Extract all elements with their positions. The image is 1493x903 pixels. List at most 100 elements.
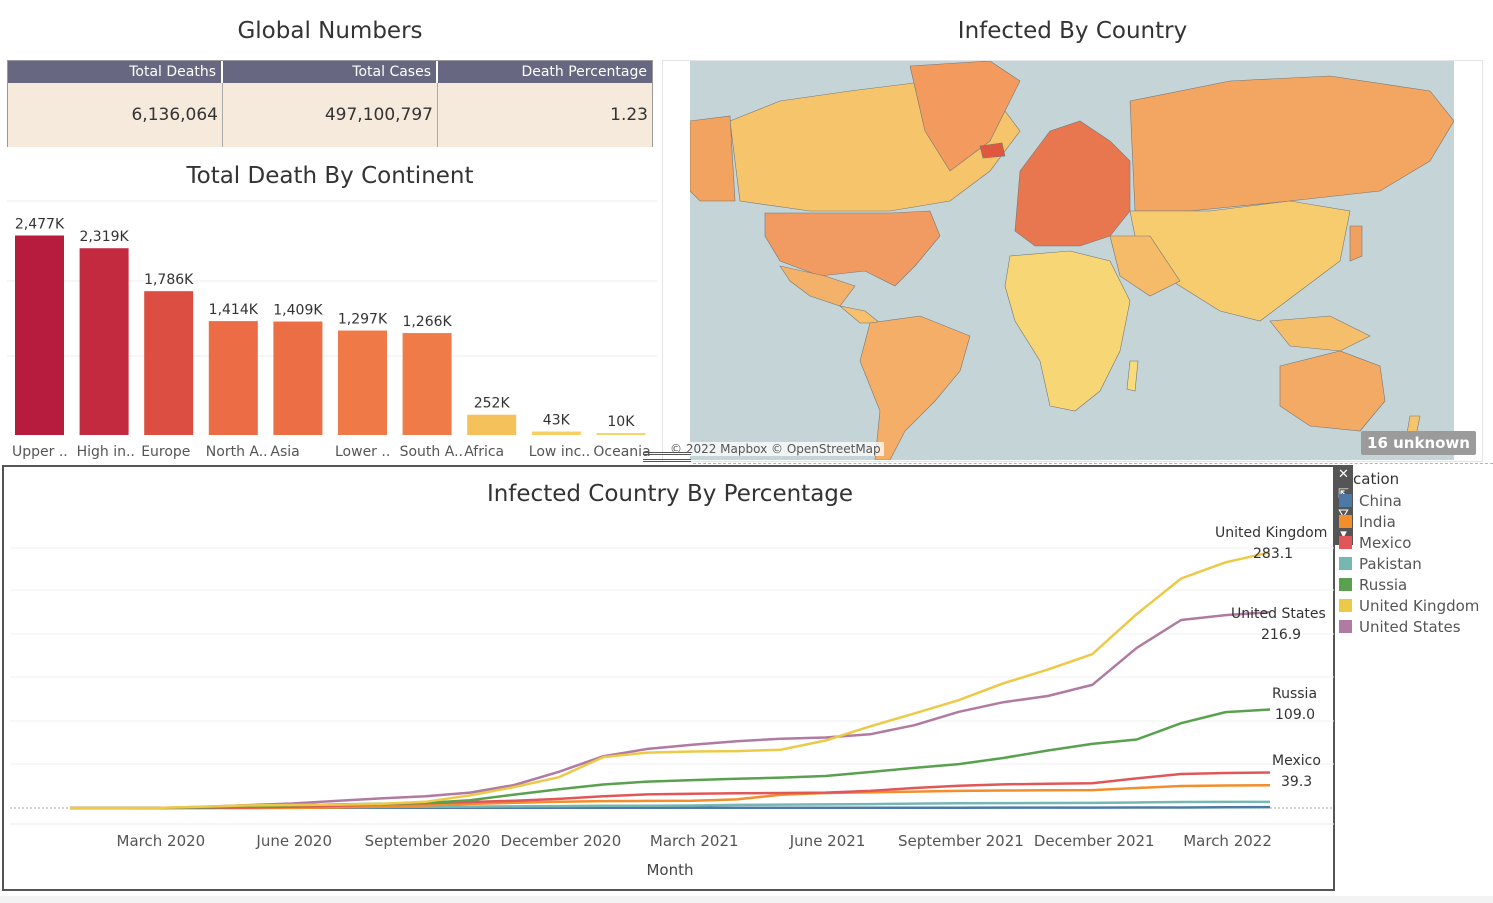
bar-1[interactable]: [79, 248, 129, 435]
bar-category-label: Low inc..: [529, 444, 590, 460]
legend-label: United Kingdom: [1359, 596, 1480, 615]
legend-item-mexico[interactable]: Mexico: [1339, 532, 1489, 553]
bar-value-label: 43K: [543, 413, 571, 429]
series-line-united-states[interactable]: [70, 610, 1271, 810]
header-total-cases[interactable]: Total Cases: [223, 61, 438, 83]
legend-label: India: [1359, 512, 1396, 531]
infected-by-country-title: Infected By Country: [957, 18, 1188, 44]
legend-item-china[interactable]: China: [1339, 490, 1489, 511]
map-region-south-america[interactable]: [859, 315, 971, 460]
x-tick-label: March 2022: [1183, 832, 1272, 850]
header-death-percentage[interactable]: Death Percentage: [521, 64, 647, 80]
value-death-percentage[interactable]: 1.23: [610, 105, 648, 125]
bar-value-label: 1,409K: [273, 303, 323, 319]
x-tick-label: December 2020: [501, 832, 622, 850]
x-tick-label: December 2021: [1034, 832, 1155, 850]
bar-7[interactable]: [467, 414, 517, 435]
end-label-value: 216.9: [1261, 627, 1301, 643]
bar-2[interactable]: [144, 291, 194, 435]
bar-value-label: 10K: [607, 414, 635, 430]
bar-value-label: 1,414K: [209, 302, 259, 318]
unknown-locations-badge[interactable]: 16 unknown: [1361, 431, 1476, 455]
bar-0[interactable]: [15, 235, 64, 435]
bar-category-label: Asia: [270, 444, 299, 460]
map-region-iceland[interactable]: [979, 142, 1006, 159]
line-chart-end-labels: United Kingdom 283.1 United States 216.9 Rus…: [1215, 525, 1327, 790]
legend-item-india[interactable]: India: [1339, 511, 1489, 532]
bar-8[interactable]: [531, 431, 581, 435]
x-tick-label: June 2020: [255, 832, 332, 850]
layout-divider: [693, 463, 1493, 464]
end-label-name: Mexico: [1272, 753, 1321, 769]
header-total-deaths[interactable]: Total Deaths: [8, 61, 223, 83]
map-region-greenland[interactable]: [909, 61, 1021, 172]
global-numbers-row: 6,136,064 497,100,797 1.23: [8, 83, 652, 147]
bar-3[interactable]: [208, 321, 258, 435]
world-map[interactable]: [690, 61, 1454, 460]
bar-category-label: South A..: [400, 444, 463, 460]
bar-5[interactable]: [338, 330, 387, 435]
total-death-by-continent-title: Total Death By Continent: [186, 163, 474, 189]
bar-category-label: Lower ..: [335, 444, 390, 460]
bar-category-label: Europe: [141, 444, 190, 460]
bar-4[interactable]: [273, 321, 323, 435]
value-total-deaths[interactable]: 6,136,064: [8, 83, 223, 147]
map-region-middle-east[interactable]: [1109, 235, 1181, 297]
series-line-united-kingdom[interactable]: [70, 551, 1271, 810]
end-label-name: United Kingdom: [1215, 525, 1327, 541]
bar-value-label: 1,786K: [144, 272, 194, 288]
legend-item-united-kingdom[interactable]: United Kingdom: [1339, 595, 1489, 616]
value-total-cases[interactable]: 497,100,797: [223, 83, 438, 147]
map-region-australia[interactable]: [1279, 350, 1386, 432]
legend-title: cation: [1353, 470, 1400, 488]
close-icon[interactable]: ✕: [1338, 467, 1349, 482]
x-axis-label: Month: [646, 861, 693, 879]
infected-percentage-chart-frame[interactable]: Infected Country By Percentage March 202…: [2, 465, 1335, 891]
more-icon[interactable]: ▾: [1340, 527, 1347, 542]
map-region-japan[interactable]: [1349, 225, 1363, 262]
line-chart-gridlines: [10, 547, 1334, 825]
x-tick-label: March 2021: [650, 832, 739, 850]
bar-value-label: 1,297K: [338, 312, 388, 328]
map-region-central-america[interactable]: [838, 305, 881, 324]
legend-swatch: [1339, 620, 1352, 633]
global-numbers-title: Global Numbers: [237, 18, 423, 44]
filter-icon[interactable]: ⛛: [1334, 505, 1353, 525]
bar-category-label: Africa: [464, 444, 504, 460]
map-region-africa[interactable]: [1004, 250, 1131, 412]
map-region-usa[interactable]: [764, 210, 941, 287]
end-label-name: Russia: [1272, 686, 1317, 702]
map-region-russia[interactable]: [1129, 75, 1454, 212]
end-label-value: 39.3: [1281, 774, 1312, 790]
legend-item-united-states[interactable]: United States: [1339, 616, 1489, 637]
map-region-alaska[interactable]: [690, 115, 736, 202]
legend-label: China: [1359, 491, 1402, 510]
global-numbers-header: Total Deaths Total Cases Death Percentag…: [8, 61, 652, 83]
legend-item-pakistan[interactable]: Pakistan: [1339, 553, 1489, 574]
bar-value-label: 2,477K: [15, 217, 65, 233]
legend-item-russia[interactable]: Russia: [1339, 574, 1489, 595]
end-label-name: United States: [1231, 606, 1326, 622]
map-region-madagascar[interactable]: [1126, 360, 1139, 392]
map-attribution[interactable]: © 2022 Mapbox © OpenStreetMap: [667, 442, 884, 456]
x-tick-label: September 2021: [898, 832, 1024, 850]
line-chart-x-ticks: March 2020 June 2020 September 2020 Decembe…: [117, 832, 1272, 850]
bar-category-label: High in..: [77, 444, 135, 460]
continent-bar-chart: 2,477K Upper .. 2,319K High in.. 1,786K Europ…: [7, 200, 657, 460]
bar-6[interactable]: [402, 333, 452, 435]
legend-label: Pakistan: [1359, 554, 1422, 573]
bar-category-label: Oceania: [593, 444, 650, 460]
legend-swatch: [1339, 578, 1352, 591]
legend-label: Russia: [1359, 575, 1408, 594]
world-map-graphic: [690, 61, 1454, 460]
map-frame: [662, 60, 1483, 462]
end-label-value: 283.1: [1253, 546, 1293, 562]
map-region-southeast-asia[interactable]: [1269, 315, 1371, 352]
infected-percentage-line-chart: Infected Country By Percentage March 202…: [10, 481, 1334, 879]
bar-value-label: 2,319K: [79, 229, 129, 245]
bar-9[interactable]: [596, 433, 646, 435]
legend-label: Mexico: [1359, 533, 1412, 552]
map-region-europe[interactable]: [1014, 120, 1131, 247]
resize-grip[interactable]: [643, 452, 691, 462]
legend-swatch: [1339, 515, 1352, 528]
